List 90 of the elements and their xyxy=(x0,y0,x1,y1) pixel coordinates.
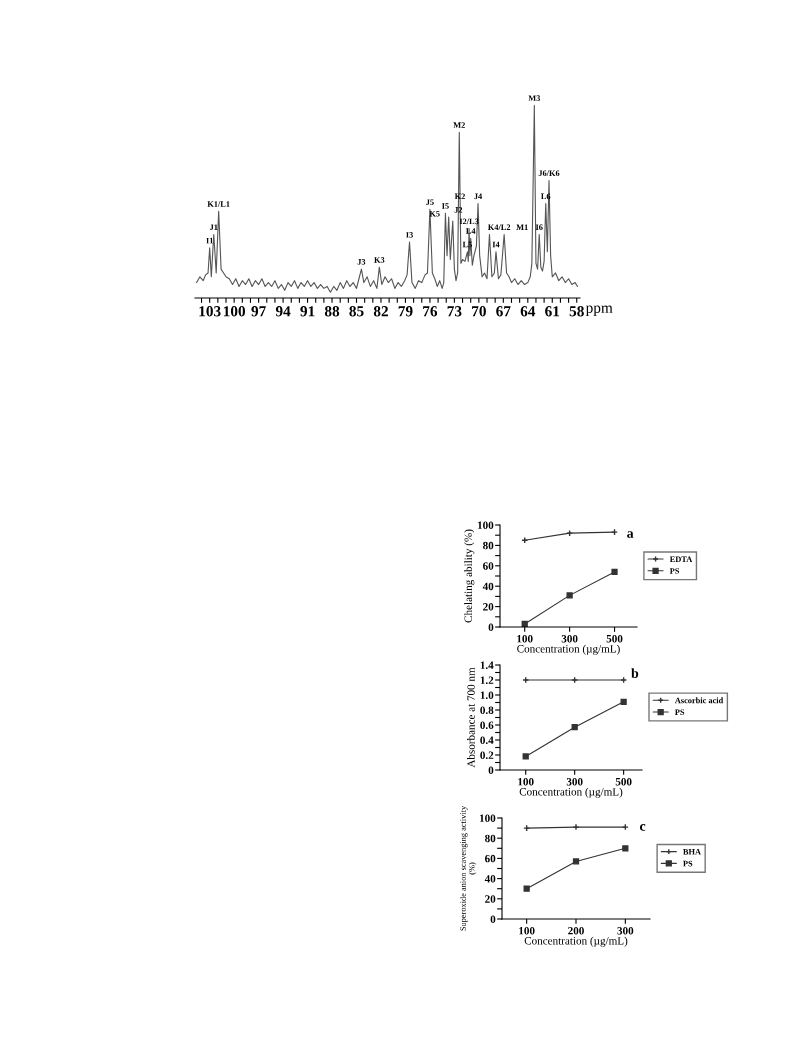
annotation: J1 xyxy=(209,224,218,230)
x-tick-label: 97 xyxy=(251,306,266,317)
x-tick-label: 300 xyxy=(561,634,578,643)
point xyxy=(566,529,574,537)
x-axis-title: Concentration (µg/mL) xyxy=(519,787,623,798)
x-tick-label: 70 xyxy=(472,306,486,317)
annotation: M3 xyxy=(528,95,541,101)
annotation: K1/L1 xyxy=(207,201,230,207)
annotation: K3 xyxy=(374,257,385,263)
x-axis-title: Concentration (µg/mL) xyxy=(524,936,628,947)
y-axis-title: Chelating ability (%) xyxy=(464,529,475,623)
y-tick-label: 80 xyxy=(485,834,496,843)
x-tick-label: 58 xyxy=(569,306,584,317)
x-tick-label: 300 xyxy=(566,777,583,786)
point xyxy=(522,753,529,760)
legend-label: BHA xyxy=(683,849,701,855)
annotation: J3 xyxy=(357,259,366,265)
point xyxy=(571,724,578,731)
x-tick-label: 94 xyxy=(275,306,291,317)
x-tick-label: 91 xyxy=(300,306,315,317)
y-tick-label: 40 xyxy=(482,582,494,591)
annotation: K4/L2 xyxy=(487,224,511,230)
point xyxy=(620,698,627,705)
annotation: a xyxy=(627,531,634,538)
annotation: J6/K6 xyxy=(538,170,560,177)
y-tick-label: 0.4 xyxy=(480,736,494,745)
annotation: M2 xyxy=(453,122,465,128)
legend-label: EDTA xyxy=(669,556,693,562)
y-tick-label: 1.2 xyxy=(480,676,494,685)
y-tick-label: 20 xyxy=(483,603,494,611)
point xyxy=(566,592,573,599)
y-tick-label: 0 xyxy=(488,766,494,774)
y-tick-label: 100 xyxy=(479,814,496,822)
y-tick-label: 0.2 xyxy=(480,751,494,760)
y-tick-label: 1.0 xyxy=(480,691,494,700)
point xyxy=(572,823,580,831)
y-tick-label: 60 xyxy=(483,562,494,570)
y-tick-label: 60 xyxy=(485,854,496,863)
annotation: I4 xyxy=(492,241,500,248)
x-tick-label: 67 xyxy=(496,306,511,317)
annotation: M1 xyxy=(516,224,528,230)
x-tick-label: 200 xyxy=(568,926,584,935)
x-tick-label: 73 xyxy=(447,306,462,317)
y-axis-title: Superoxide anion scavenging activity (%) xyxy=(460,805,477,931)
annotation: J5 xyxy=(426,199,434,205)
annotation: I1 xyxy=(206,237,213,244)
y-tick-label: 0 xyxy=(490,915,496,923)
y-tick-label: 80 xyxy=(483,541,494,550)
annotation: J4 xyxy=(474,193,483,200)
legend-label: PS xyxy=(683,860,693,867)
annotation: I5 xyxy=(441,203,449,209)
y-tick-label: 0.6 xyxy=(480,721,494,730)
annotation: I3 xyxy=(406,232,413,238)
y-tick-label: 40 xyxy=(484,875,496,883)
annotation: I6 xyxy=(535,224,543,230)
x-tick-label: 88 xyxy=(324,306,340,317)
legend-label: PS xyxy=(669,568,680,574)
x-tick-label: 76 xyxy=(423,306,438,317)
annotation: b xyxy=(631,668,639,678)
y-tick-label: 0.8 xyxy=(480,706,494,715)
x-tick-label: 500 xyxy=(615,777,632,786)
point xyxy=(571,676,579,684)
x-tick-label: 100 xyxy=(517,634,533,643)
x-tick-label: 64 xyxy=(520,306,536,317)
point xyxy=(611,568,618,576)
point xyxy=(572,858,580,865)
y-tick-label: 0 xyxy=(488,623,494,631)
y-tick-label: 20 xyxy=(485,895,496,903)
point xyxy=(622,845,629,852)
x-tick-label: 300 xyxy=(617,926,634,935)
legend-label: Ascorbic acid xyxy=(674,697,724,704)
y-axis-title: Absorbance at 700 nm xyxy=(467,667,475,768)
x-axis-title: Concentration (µg/mL) xyxy=(517,644,620,655)
legend-label: PS xyxy=(674,709,685,715)
annotation: c xyxy=(639,824,646,831)
annotation: K5 xyxy=(429,210,440,217)
y-tick-label: 100 xyxy=(477,521,494,529)
x-tick-label: 61 xyxy=(545,306,560,317)
x-tick-label: 103 xyxy=(199,306,221,317)
x-tick-label: 79 xyxy=(398,306,413,317)
x-tick-label: 82 xyxy=(373,306,388,317)
x-tick-label: 100 xyxy=(519,926,535,935)
x-tick-label: 100 xyxy=(518,777,534,786)
point xyxy=(523,885,530,892)
x-tick-label: 500 xyxy=(606,634,623,643)
x-axis-title: ppm xyxy=(585,305,613,317)
x-tick-label: 85 xyxy=(349,306,364,317)
x-tick-label: 100 xyxy=(223,306,246,317)
y-tick-label: 1.4 xyxy=(480,661,494,670)
annotation: L4 xyxy=(465,228,476,234)
